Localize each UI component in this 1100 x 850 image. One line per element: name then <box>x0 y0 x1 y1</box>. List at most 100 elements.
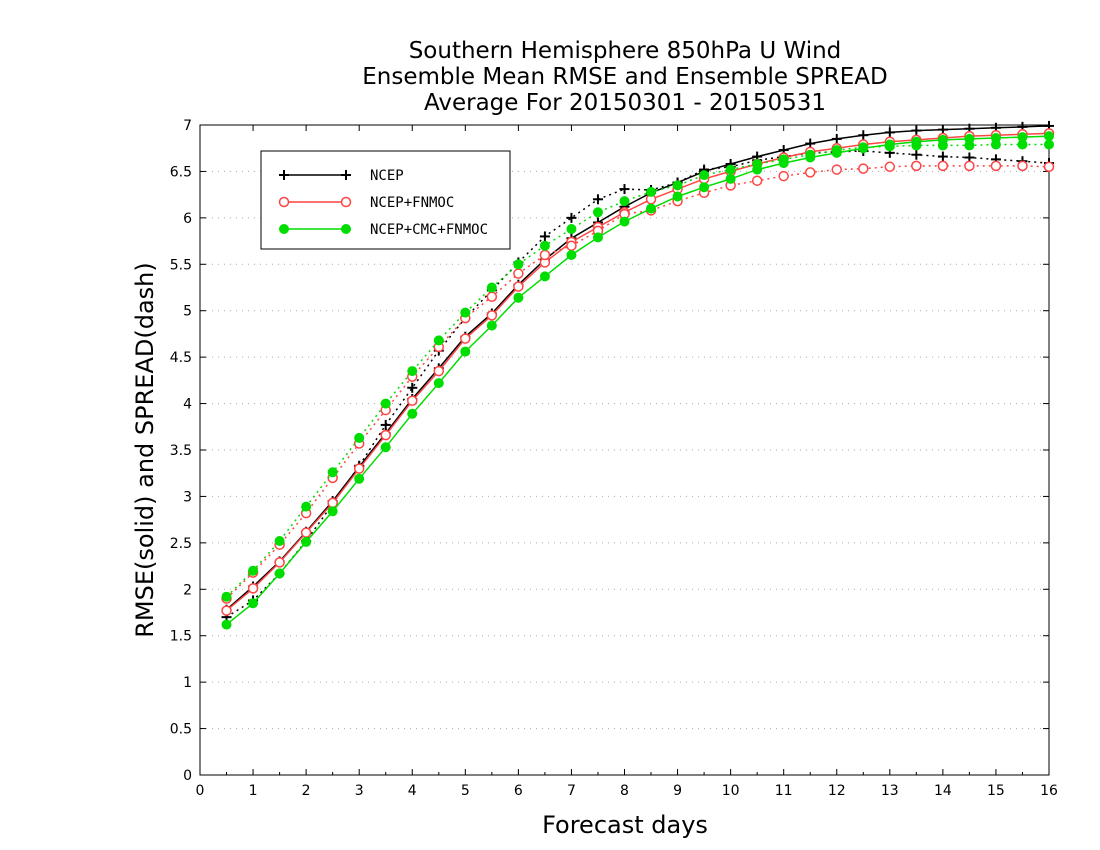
y-tick-label: 3.5 <box>170 443 192 459</box>
data-point <box>486 310 498 321</box>
y-tick-label: 5 <box>183 304 192 320</box>
legend-entry: NCEP+FNMOC <box>278 195 454 211</box>
x-axis-ticks: 0 1 2 3 4 5 6 7 8 9 10 11 12 13 14 15 16 <box>196 125 1058 799</box>
data-point <box>566 212 577 223</box>
data-point <box>566 250 577 260</box>
x-tick-label: 3 <box>355 783 364 799</box>
y-tick-label: 0.5 <box>170 722 192 738</box>
x-tick-label: 13 <box>881 783 899 799</box>
data-point <box>353 463 365 474</box>
data-point <box>884 127 895 138</box>
y-tick-label: 4 <box>183 397 192 413</box>
data-point <box>937 151 948 162</box>
data-point <box>937 160 949 172</box>
data-point <box>619 216 630 227</box>
data-point <box>407 408 418 419</box>
data-point <box>274 557 285 568</box>
data-point <box>327 497 338 509</box>
data-point <box>486 282 497 293</box>
legend-entry: NCEP+CMC+FNMOC <box>279 222 488 238</box>
data-point <box>964 140 975 151</box>
data-point <box>279 224 289 234</box>
data-point <box>300 527 312 538</box>
data-point <box>831 133 842 144</box>
data-point <box>539 249 551 261</box>
x-tick-label: 2 <box>302 783 311 799</box>
data-point <box>274 536 285 546</box>
data-point <box>340 196 352 208</box>
x-tick-label: 5 <box>461 783 470 799</box>
x-axis-label: Forecast days <box>542 811 708 839</box>
data-point <box>752 159 763 169</box>
data-point <box>539 271 550 282</box>
data-point <box>672 180 683 191</box>
legend-label: NCEP+CMC+FNMOC <box>370 222 488 238</box>
data-point <box>805 149 816 160</box>
data-point <box>460 333 471 344</box>
series-line-spread <box>226 150 1050 618</box>
data-point <box>247 583 259 594</box>
data-point <box>699 170 710 181</box>
data-point <box>513 292 524 303</box>
data-point <box>858 130 869 141</box>
data-point <box>433 335 444 346</box>
data-point <box>380 398 391 409</box>
x-tick-label: 6 <box>514 783 523 799</box>
data-point <box>301 536 312 547</box>
y-tick-label: 5.5 <box>170 257 192 273</box>
data-point <box>937 140 948 151</box>
x-tick-label: 0 <box>196 783 205 799</box>
data-point <box>460 346 471 357</box>
data-point <box>699 182 710 193</box>
chart-title-line-3: Average For 20150301 - 20150531 <box>424 90 826 116</box>
y-axis-ticks: 0 0.5 1 1.5 2 2.5 3 3.5 4 4.5 5 5.5 6 6.5 7 <box>170 118 1049 784</box>
data-point <box>990 139 1001 150</box>
legend-box <box>260 150 511 250</box>
data-point <box>407 395 418 407</box>
data-point <box>248 565 259 576</box>
data-point <box>354 432 365 443</box>
x-tick-label: 15 <box>987 783 1005 799</box>
data-point <box>778 170 789 182</box>
data-point <box>278 196 290 208</box>
y-tick-label: 2.5 <box>170 536 192 552</box>
data-point <box>592 194 603 205</box>
data-point <box>884 161 896 173</box>
data-point <box>279 170 289 180</box>
data-point <box>646 203 657 214</box>
data-point <box>327 467 338 478</box>
data-point <box>380 419 391 430</box>
y-tick-label: 6.5 <box>170 164 192 180</box>
data-point <box>831 164 842 175</box>
legend-label: NCEP+FNMOC <box>370 195 454 211</box>
data-point <box>751 175 763 186</box>
y-tick-label: 2 <box>183 582 192 598</box>
data-point <box>248 598 259 609</box>
x-tick-label: 16 <box>1040 783 1058 799</box>
data-point <box>672 191 683 202</box>
data-point <box>341 224 351 234</box>
data-point <box>566 240 577 251</box>
y-tick-label: 1.5 <box>170 629 192 645</box>
data-point <box>990 160 1002 172</box>
data-point <box>646 186 657 197</box>
data-point <box>407 382 418 393</box>
data-point <box>513 259 524 270</box>
data-point <box>911 140 922 151</box>
data-point <box>380 442 391 453</box>
data-point <box>1017 139 1028 150</box>
data-point <box>1044 131 1054 142</box>
data-point <box>1043 161 1055 173</box>
data-point <box>539 240 550 251</box>
data-point <box>566 224 577 234</box>
data-point <box>513 281 524 292</box>
chart-title: Southern Hemisphere 850hPa U WindEnsembl… <box>362 38 887 116</box>
data-point <box>221 619 232 630</box>
data-point <box>804 167 816 178</box>
data-point <box>964 160 975 172</box>
y-tick-label: 7 <box>183 118 192 134</box>
y-tick-label: 6 <box>183 211 192 227</box>
data-point <box>301 501 312 512</box>
y-axis-label: RMSE(solid) and SPREAD(dash) <box>131 262 159 638</box>
